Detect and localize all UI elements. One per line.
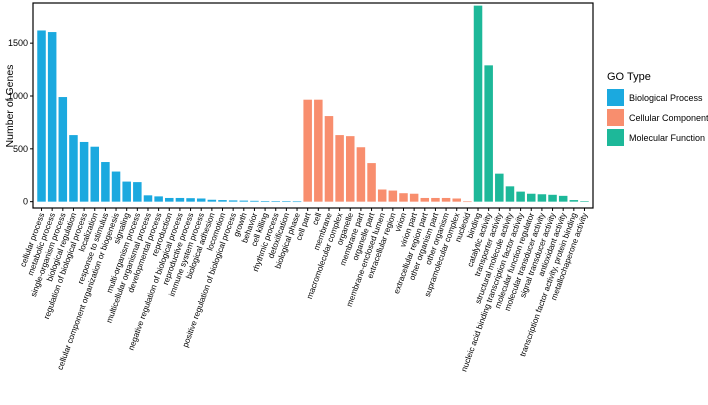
bar-behavior <box>250 200 259 202</box>
bar-developmental-process <box>154 196 163 202</box>
legend-label-biological-process: Biological Process <box>629 93 703 103</box>
bar-virion-part <box>409 193 419 202</box>
bar-immune-system-process <box>196 198 206 202</box>
legend-swatch-cellular-component <box>607 109 624 126</box>
bar-organelle <box>346 136 355 202</box>
bar-regulation-of-biological-process <box>79 141 89 202</box>
bar-locomotion <box>218 200 227 202</box>
bar-signaling <box>122 181 131 202</box>
bar-metabolic-process <box>47 32 57 202</box>
bar-virion <box>399 193 408 202</box>
bar-biological-regulation <box>69 135 78 202</box>
bar-structural-molecule-activity <box>505 186 515 202</box>
bar-multi-organism-process <box>133 182 142 202</box>
bar-antioxidant-activity <box>558 195 568 202</box>
bar-nucleoid <box>463 201 472 203</box>
bar-supramolecular-complex <box>452 198 461 202</box>
y-tick-label: 500 <box>13 144 28 154</box>
bar-nucleic-acid-binding-transcription-factor-activity <box>516 191 525 202</box>
bar-signal-transducer-activity <box>548 194 557 202</box>
bar-rhythmic-process <box>271 201 280 202</box>
bar-other-organism-part <box>431 197 440 202</box>
bar-cell-killing <box>260 201 270 202</box>
y-tick-label: 1500 <box>8 38 28 48</box>
plot-panel <box>32 2 594 209</box>
bar-metallochaperone-activity <box>580 201 589 202</box>
legend-swatch-biological-process <box>607 89 624 106</box>
bar-growth <box>239 200 249 202</box>
bar-cellular-process <box>37 30 46 202</box>
bar-detoxification <box>282 201 291 202</box>
y-tick-label: 0 <box>23 197 28 207</box>
bar-multicellular-organismal-process <box>143 195 153 202</box>
bar-localization <box>90 146 100 202</box>
bar-membrane-enclosed-lumen <box>377 189 387 202</box>
bar-cell <box>314 99 323 202</box>
legend-swatch-molecular-function <box>607 129 624 146</box>
bar-molecular-function-regulator <box>526 193 536 202</box>
bar-other-organism <box>441 197 451 202</box>
y-tick-label: 1000 <box>8 91 28 101</box>
bar-extracellular-region-part <box>420 197 430 202</box>
bar-membrane <box>324 116 334 202</box>
bar-reproductive-process <box>186 198 195 202</box>
bar-binding <box>473 5 483 202</box>
bar-cellular-component-organization-or-biogenesis <box>111 171 121 202</box>
bar-positive-regulation-of-biological-process <box>228 200 238 202</box>
bar-single-organism-process <box>58 97 68 202</box>
y-axis: 0 500 1000 1500 <box>8 38 33 207</box>
bar-membrane-part <box>356 147 366 202</box>
bar-organelle-part <box>367 163 376 202</box>
bar-cell-part <box>303 99 312 202</box>
bar-biological-phase <box>292 201 302 203</box>
bar-transcription-factor-activity-protein-binding <box>569 200 579 202</box>
bar-reproduction <box>165 197 174 202</box>
bar-transporter-activity <box>495 173 504 202</box>
bar-macromolecular-complex <box>335 135 344 202</box>
bar-response-to-stimulus <box>101 162 110 202</box>
bars-layer <box>37 5 589 203</box>
legend-title: GO Type <box>607 71 651 83</box>
legend: GO Type Biological Process Cellular Compo… <box>607 71 708 146</box>
bar-biological-adhesion <box>207 199 217 202</box>
bar-extracellular-region <box>388 190 398 202</box>
legend-label-cellular-component: Cellular Component <box>629 113 708 123</box>
y-axis-label: Number of Genes <box>4 65 16 148</box>
bar-negative-regulation-of-biological-process <box>175 197 185 202</box>
legend-label-molecular-function: Molecular Function <box>629 133 705 143</box>
x-tick-label-cell: cell <box>311 211 324 226</box>
bar-catalytic-activity <box>484 65 493 202</box>
bar-molecular-transducer-activity <box>537 194 547 202</box>
